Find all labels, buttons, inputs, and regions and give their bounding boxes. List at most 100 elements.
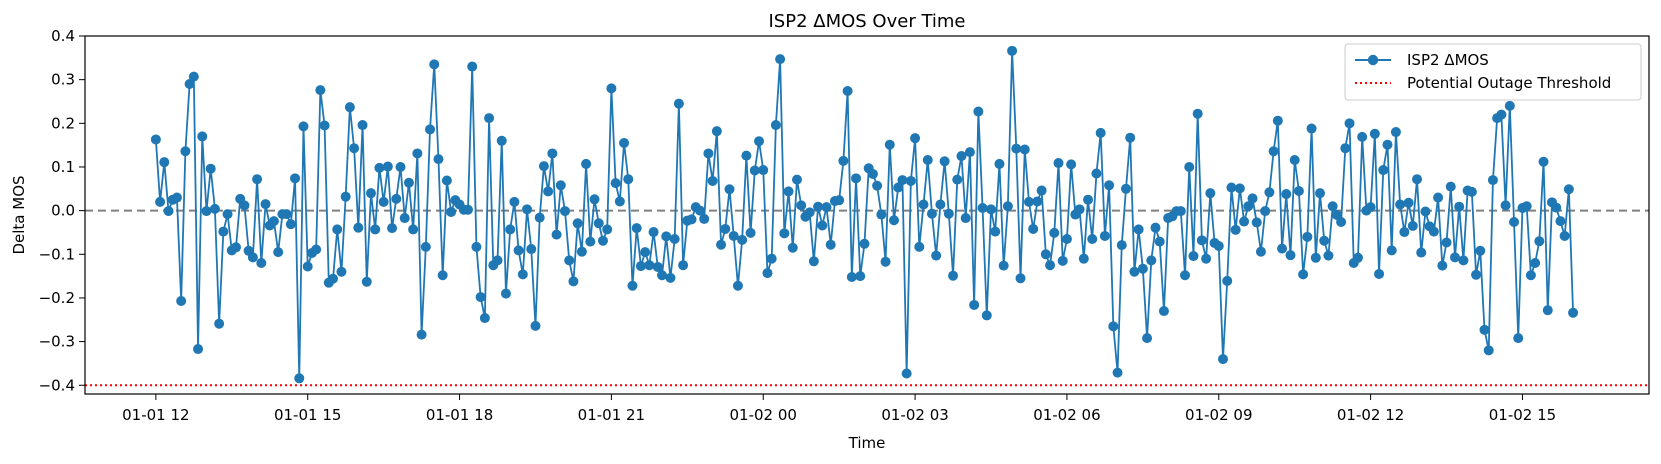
data-point bbox=[492, 255, 503, 266]
data-point bbox=[1475, 245, 1486, 256]
data-point bbox=[1053, 158, 1064, 169]
data-point bbox=[298, 121, 309, 132]
data-point bbox=[1521, 201, 1532, 212]
data-point bbox=[268, 216, 279, 227]
data-point bbox=[766, 253, 777, 264]
data-point bbox=[593, 218, 604, 229]
data-point bbox=[1369, 128, 1380, 139]
data-point bbox=[1175, 206, 1186, 217]
data-point bbox=[374, 162, 385, 173]
data-point bbox=[176, 296, 187, 307]
data-point bbox=[614, 196, 625, 207]
data-point bbox=[884, 139, 895, 150]
data-point bbox=[1078, 253, 1089, 264]
data-point bbox=[1255, 246, 1266, 257]
data-point bbox=[1559, 230, 1570, 241]
data-point bbox=[943, 208, 954, 219]
data-point bbox=[1568, 307, 1579, 318]
data-point bbox=[1395, 199, 1406, 210]
data-point bbox=[260, 199, 271, 210]
data-point bbox=[496, 135, 507, 146]
data-point bbox=[285, 219, 296, 230]
data-point bbox=[905, 175, 916, 186]
data-point bbox=[1420, 206, 1431, 217]
data-point bbox=[1099, 230, 1110, 241]
y-tick-label: 0.0 bbox=[51, 202, 75, 220]
data-point bbox=[1289, 154, 1300, 165]
data-point bbox=[399, 213, 410, 224]
data-point bbox=[184, 79, 195, 90]
data-point bbox=[1011, 143, 1022, 154]
data-point bbox=[193, 344, 204, 355]
data-point bbox=[1120, 183, 1131, 194]
data-point bbox=[770, 120, 781, 131]
data-point bbox=[960, 213, 971, 224]
data-point bbox=[926, 208, 937, 219]
data-point bbox=[1513, 333, 1524, 344]
data-point bbox=[387, 223, 398, 234]
data-point bbox=[652, 261, 663, 272]
data-point bbox=[846, 272, 857, 282]
data-point bbox=[294, 373, 305, 384]
data-point bbox=[741, 150, 752, 161]
data-point bbox=[1310, 252, 1321, 263]
data-point bbox=[1407, 220, 1418, 231]
data-point bbox=[1057, 255, 1068, 266]
data-point bbox=[163, 206, 174, 217]
data-point bbox=[1365, 202, 1376, 213]
data-point bbox=[1344, 118, 1355, 129]
data-point bbox=[505, 224, 516, 235]
data-point bbox=[429, 59, 440, 70]
data-point bbox=[732, 280, 743, 291]
data-point bbox=[1323, 250, 1334, 261]
data-point bbox=[1336, 216, 1347, 227]
data-point bbox=[1087, 234, 1098, 245]
data-point bbox=[513, 245, 524, 256]
data-point bbox=[808, 256, 819, 267]
data-point bbox=[825, 239, 836, 250]
data-point bbox=[855, 271, 866, 282]
data-point bbox=[425, 124, 436, 135]
data-point bbox=[758, 165, 769, 176]
data-point bbox=[581, 158, 592, 169]
data-point bbox=[1222, 275, 1233, 286]
data-point bbox=[378, 196, 389, 207]
data-point bbox=[315, 85, 326, 96]
data-point bbox=[1458, 255, 1469, 266]
data-point bbox=[340, 191, 351, 202]
data-point bbox=[1251, 217, 1262, 228]
data-point bbox=[1293, 185, 1304, 196]
data-point bbox=[159, 157, 170, 168]
data-point bbox=[1306, 123, 1317, 134]
data-point bbox=[665, 272, 676, 283]
data-point bbox=[534, 212, 545, 223]
data-point bbox=[1201, 253, 1212, 264]
data-point bbox=[247, 252, 258, 263]
data-point bbox=[707, 175, 718, 186]
data-point bbox=[1234, 183, 1245, 194]
data-point bbox=[901, 368, 912, 379]
data-point bbox=[1563, 184, 1574, 195]
data-point bbox=[197, 131, 208, 142]
data-point bbox=[1023, 196, 1034, 207]
data-point bbox=[631, 223, 642, 234]
data-point bbox=[1196, 235, 1207, 246]
data-point bbox=[1158, 306, 1169, 317]
data-point bbox=[1154, 236, 1165, 247]
x-tick-label: 01-01 15 bbox=[274, 406, 341, 424]
data-point bbox=[1116, 240, 1127, 251]
data-point bbox=[589, 194, 600, 205]
data-point bbox=[446, 206, 457, 217]
data-point bbox=[1272, 115, 1283, 126]
data-point bbox=[526, 244, 537, 255]
data-point bbox=[1285, 250, 1296, 261]
data-point bbox=[791, 174, 802, 185]
data-point bbox=[1217, 354, 1228, 365]
data-point bbox=[1142, 333, 1153, 344]
data-point bbox=[775, 54, 786, 65]
data-point bbox=[1315, 188, 1325, 199]
data-point bbox=[560, 206, 570, 217]
x-axis-label: Time bbox=[848, 434, 886, 452]
data-point bbox=[1496, 109, 1507, 120]
data-point bbox=[273, 247, 284, 258]
